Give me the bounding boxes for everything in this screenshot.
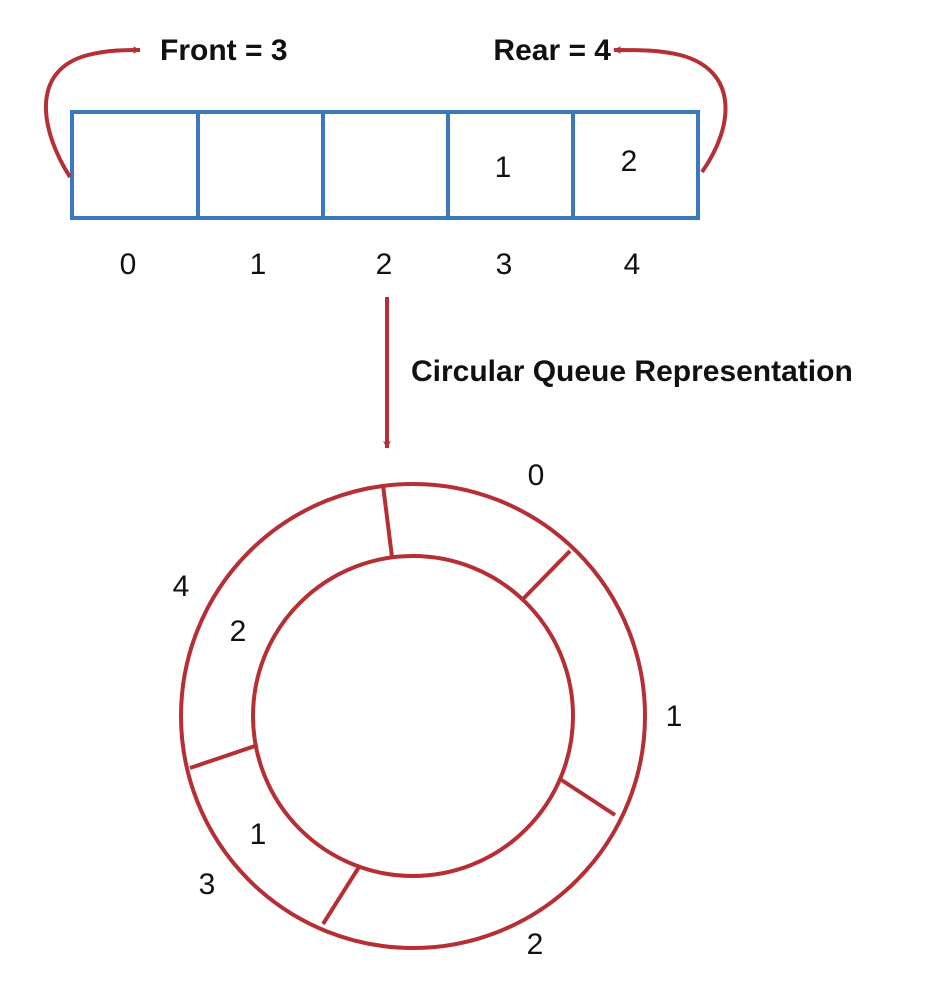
rear-pointer-arrow <box>613 46 728 174</box>
front-label: Front = 3 <box>160 34 288 67</box>
array-index-0: 0 <box>120 248 137 281</box>
array-cell-4 <box>571 110 700 220</box>
ring-divider-4-0 <box>381 484 394 558</box>
array-index-4: 4 <box>624 248 641 281</box>
linear-array: 1 2 0 1 2 3 4 <box>70 110 700 281</box>
array-index-3: 3 <box>496 248 513 281</box>
ring-value-3: 1 <box>250 818 267 851</box>
ring-index-0: 0 <box>528 459 545 492</box>
ring-divider-3-4 <box>189 744 256 770</box>
array-cell-2 <box>321 110 450 220</box>
rear-label: Rear = 4 <box>493 34 611 67</box>
array-index-1: 1 <box>250 248 267 281</box>
circular-queue-ring: 0 1 2 3 4 1 2 <box>173 459 683 961</box>
ring-index-4: 4 <box>173 570 190 603</box>
ring-index-1: 1 <box>666 700 683 733</box>
caption: Circular Queue Representation <box>411 355 853 388</box>
ring-index-3: 3 <box>199 868 216 901</box>
ring-value-4: 2 <box>230 615 247 648</box>
ring-outer-circle <box>179 482 647 950</box>
ring-divider-2-3 <box>321 865 361 926</box>
front-pointer-arrow <box>44 46 141 179</box>
array-cell-1 <box>196 110 325 220</box>
ring-divider-0-1 <box>520 549 572 602</box>
array-value-4: 2 <box>621 145 638 178</box>
ring-divider-1-2 <box>558 777 617 817</box>
array-value-3: 1 <box>495 151 512 184</box>
array-index-2: 2 <box>376 248 393 281</box>
ring-index-2: 2 <box>527 928 544 961</box>
array-cell-0 <box>70 110 200 220</box>
ring-inner-circle <box>251 554 575 878</box>
